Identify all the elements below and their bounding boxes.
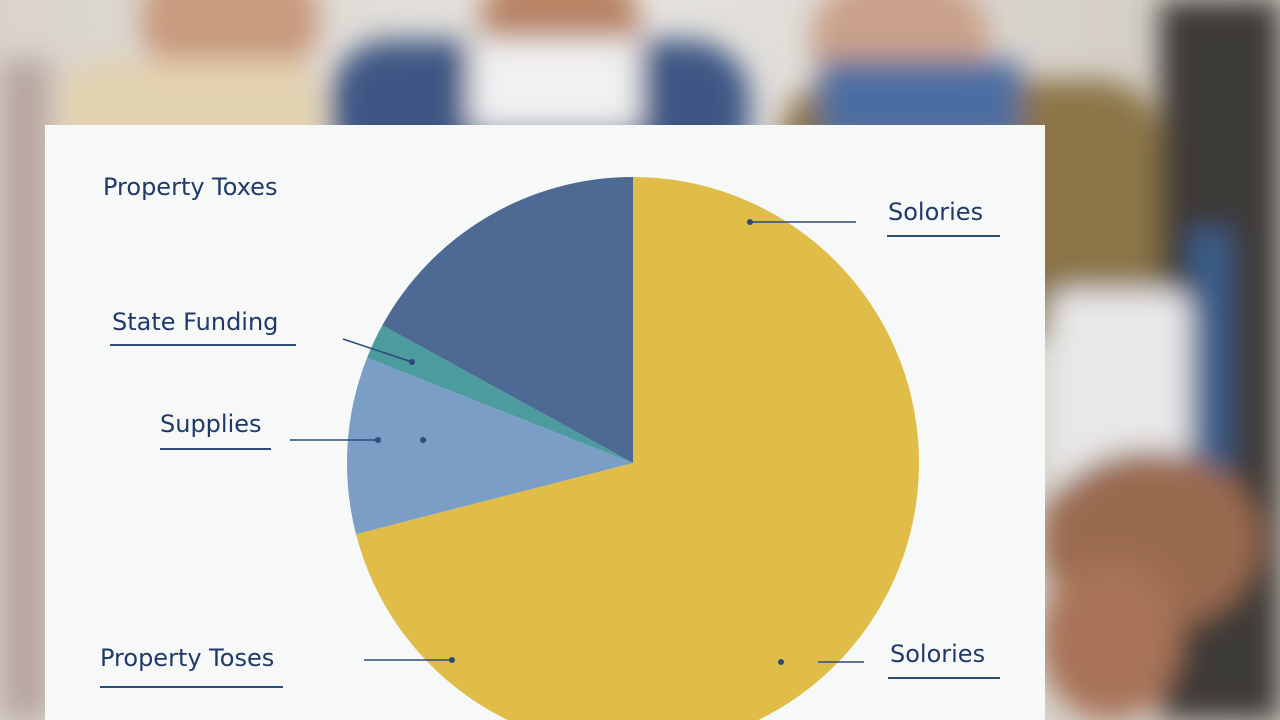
pie-slice [355, 177, 919, 720]
leader-line [342, 338, 413, 363]
pie-slice [367, 325, 633, 463]
pie-slice [346, 357, 633, 535]
chart-title: Property Toxes [103, 173, 277, 201]
leader-dot [747, 219, 753, 225]
slice-label: Solories [888, 198, 983, 226]
leader-dot [449, 657, 455, 663]
leader-dot [778, 659, 784, 665]
slice-label: State Funding [112, 308, 278, 336]
annotation: Solories [890, 640, 985, 668]
slice-label: Supplies [160, 410, 262, 438]
leader-dot [420, 437, 426, 443]
pie [346, 177, 919, 720]
leader-dot [409, 359, 415, 365]
slice-label: Property Toses [100, 644, 274, 672]
pie-slice [382, 177, 633, 463]
leader-dot [375, 437, 381, 443]
